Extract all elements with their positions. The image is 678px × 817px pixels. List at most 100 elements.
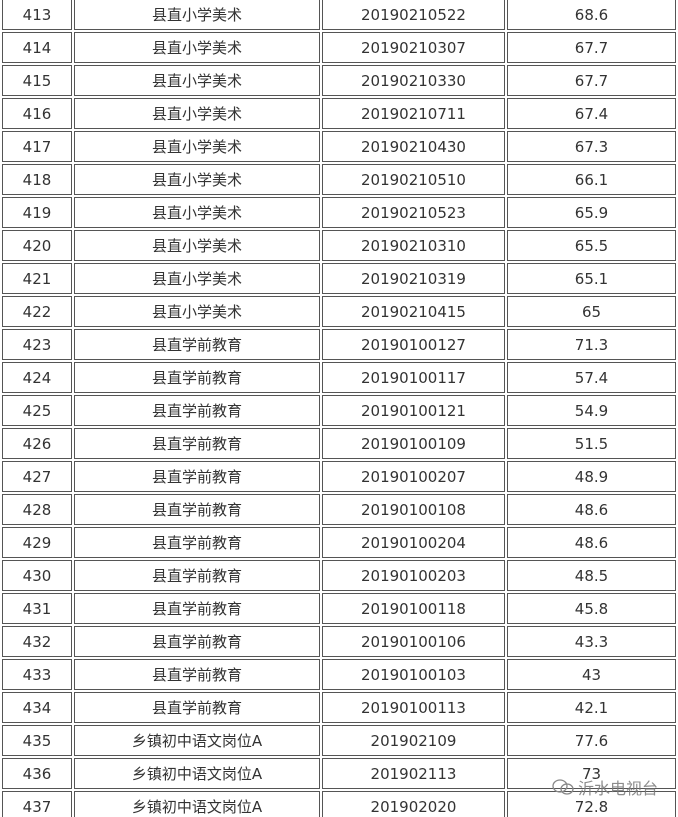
id-cell: 20190100203	[322, 560, 505, 591]
id-cell: 20190100117	[322, 362, 505, 393]
table-row: 426 县直学前教育 20190100109 51.5	[2, 428, 676, 459]
id-cell: 20190210510	[322, 164, 505, 195]
id-cell: 20190210711	[322, 98, 505, 129]
position-cell: 县直学前教育	[74, 362, 320, 393]
table-row: 437 乡镇初中语文岗位A 201902020 72.8	[2, 791, 676, 817]
score-cell: 54.9	[507, 395, 676, 426]
id-cell: 201902109	[322, 725, 505, 756]
rank-cell: 416	[2, 98, 72, 129]
rank-cell: 414	[2, 32, 72, 63]
score-cell: 48.6	[507, 494, 676, 525]
rank-cell: 425	[2, 395, 72, 426]
score-cell: 48.5	[507, 560, 676, 591]
table-row: 414 县直小学美术 20190210307 67.7	[2, 32, 676, 63]
watermark: 沂水电视台	[552, 775, 658, 799]
score-cell: 67.7	[507, 32, 676, 63]
position-cell: 县直小学美术	[74, 164, 320, 195]
id-cell: 20190210522	[322, 0, 505, 30]
rank-cell: 421	[2, 263, 72, 294]
rank-cell: 437	[2, 791, 72, 817]
score-cell: 65.1	[507, 263, 676, 294]
position-cell: 县直学前教育	[74, 692, 320, 723]
score-cell: 67.4	[507, 98, 676, 129]
score-cell: 43	[507, 659, 676, 690]
position-cell: 县直学前教育	[74, 659, 320, 690]
position-cell: 县直学前教育	[74, 593, 320, 624]
score-cell: 73	[507, 758, 676, 789]
score-cell: 48.6	[507, 527, 676, 558]
score-cell: 68.6	[507, 0, 676, 30]
table-row: 436 乡镇初中语文岗位A 201902113 73	[2, 758, 676, 789]
rank-cell: 419	[2, 197, 72, 228]
table-row: 413 县直小学美术 20190210522 68.6	[2, 0, 676, 30]
rank-cell: 430	[2, 560, 72, 591]
score-cell: 72.8	[507, 791, 676, 817]
table-row: 425 县直学前教育 20190100121 54.9	[2, 395, 676, 426]
table-row: 421 县直小学美术 20190210319 65.1	[2, 263, 676, 294]
table-row: 420 县直小学美术 20190210310 65.5	[2, 230, 676, 261]
score-cell: 67.3	[507, 131, 676, 162]
id-cell: 20190100113	[322, 692, 505, 723]
id-cell: 20190210307	[322, 32, 505, 63]
id-cell: 20190100108	[322, 494, 505, 525]
table-row: 418 县直小学美术 20190210510 66.1	[2, 164, 676, 195]
rank-cell: 415	[2, 65, 72, 96]
table-row: 424 县直学前教育 20190100117 57.4	[2, 362, 676, 393]
rank-cell: 432	[2, 626, 72, 657]
position-cell: 乡镇初中语文岗位A	[74, 725, 320, 756]
id-cell: 20190210430	[322, 131, 505, 162]
position-cell: 乡镇初中语文岗位A	[74, 758, 320, 789]
id-cell: 20190100118	[322, 593, 505, 624]
rank-cell: 431	[2, 593, 72, 624]
position-cell: 县直学前教育	[74, 560, 320, 591]
id-cell: 20190210330	[322, 65, 505, 96]
table-row: 423 县直学前教育 20190100127 71.3	[2, 329, 676, 360]
rank-cell: 426	[2, 428, 72, 459]
table-row: 429 县直学前教育 20190100204 48.6	[2, 527, 676, 558]
table-row: 415 县直小学美术 20190210330 67.7	[2, 65, 676, 96]
position-cell: 县直小学美术	[74, 131, 320, 162]
position-cell: 县直小学美术	[74, 65, 320, 96]
position-cell: 县直小学美术	[74, 230, 320, 261]
table-row: 422 县直小学美术 20190210415 65	[2, 296, 676, 327]
table-row: 417 县直小学美术 20190210430 67.3	[2, 131, 676, 162]
position-cell: 县直小学美术	[74, 197, 320, 228]
score-cell: 66.1	[507, 164, 676, 195]
position-cell: 县直学前教育	[74, 626, 320, 657]
id-cell: 201902113	[322, 758, 505, 789]
rank-cell: 433	[2, 659, 72, 690]
score-cell: 51.5	[507, 428, 676, 459]
rank-cell: 434	[2, 692, 72, 723]
score-cell: 57.4	[507, 362, 676, 393]
id-cell: 20190210523	[322, 197, 505, 228]
score-cell: 65.9	[507, 197, 676, 228]
rank-cell: 429	[2, 527, 72, 558]
id-cell: 20190210319	[322, 263, 505, 294]
rank-cell: 413	[2, 0, 72, 30]
id-cell: 20190210310	[322, 230, 505, 261]
watermark-text: 沂水电视台	[577, 779, 658, 798]
score-cell: 65.5	[507, 230, 676, 261]
rank-cell: 417	[2, 131, 72, 162]
id-cell: 20190210415	[322, 296, 505, 327]
score-cell: 77.6	[507, 725, 676, 756]
rank-cell: 424	[2, 362, 72, 393]
rank-cell: 427	[2, 461, 72, 492]
position-cell: 县直小学美术	[74, 0, 320, 30]
position-cell: 县直学前教育	[74, 494, 320, 525]
watermark-icon	[552, 779, 574, 795]
table-row: 427 县直学前教育 20190100207 48.9	[2, 461, 676, 492]
position-cell: 县直学前教育	[74, 395, 320, 426]
score-cell: 48.9	[507, 461, 676, 492]
position-cell: 县直学前教育	[74, 428, 320, 459]
table-row: 416 县直小学美术 20190210711 67.4	[2, 98, 676, 129]
id-cell: 20190100207	[322, 461, 505, 492]
table-row: 419 县直小学美术 20190210523 65.9	[2, 197, 676, 228]
position-cell: 乡镇初中语文岗位A	[74, 791, 320, 817]
rank-cell: 422	[2, 296, 72, 327]
score-cell: 65	[507, 296, 676, 327]
position-cell: 县直小学美术	[74, 98, 320, 129]
score-cell: 67.7	[507, 65, 676, 96]
